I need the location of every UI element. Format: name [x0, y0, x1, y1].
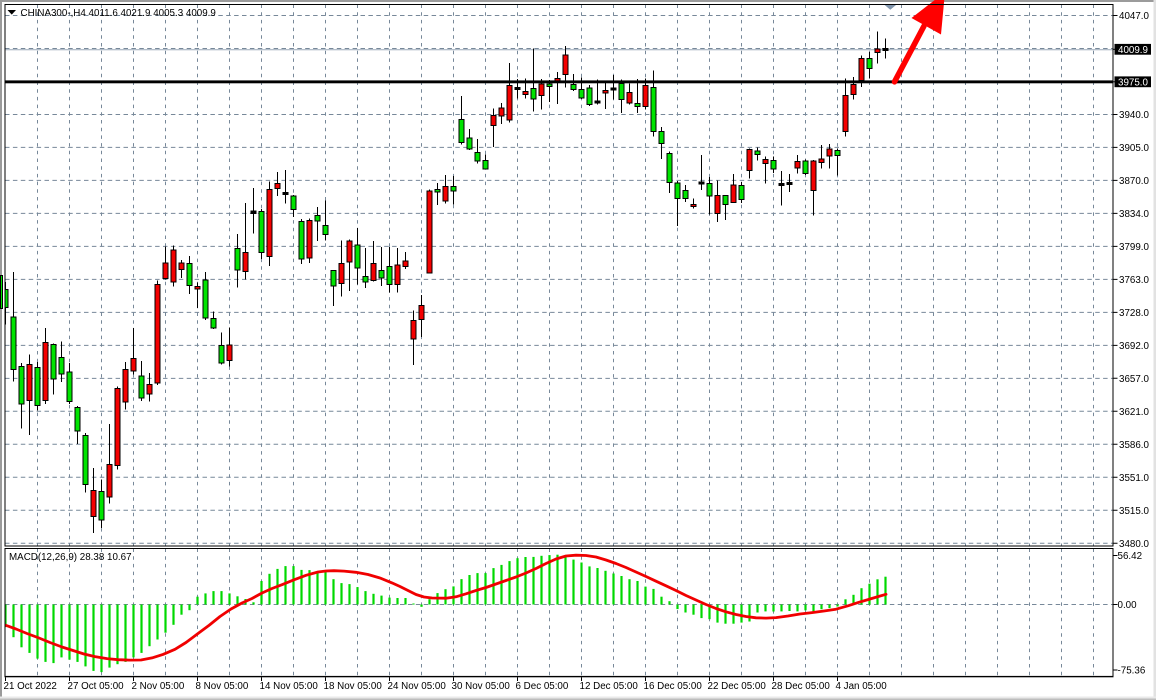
svg-text:30 Nov 05:00: 30 Nov 05:00	[452, 681, 511, 692]
svg-text:28 Dec 05:00: 28 Dec 05:00	[772, 681, 831, 692]
svg-text:3799.0: 3799.0	[1119, 242, 1150, 253]
svg-text:21 Oct 2022: 21 Oct 2022	[4, 681, 57, 692]
svg-text:3940.0: 3940.0	[1119, 110, 1150, 121]
svg-text:3692.0: 3692.0	[1119, 341, 1150, 352]
svg-text:-75.36: -75.36	[1118, 666, 1146, 677]
svg-text:3728.0: 3728.0	[1119, 308, 1150, 319]
svg-text:27 Oct 05:00: 27 Oct 05:00	[68, 681, 125, 692]
svg-text:3515.0: 3515.0	[1119, 506, 1150, 517]
svg-text:22 Dec 05:00: 22 Dec 05:00	[708, 681, 767, 692]
svg-text:4009.9: 4009.9	[1118, 45, 1148, 56]
svg-text:4 Jan 05:00: 4 Jan 05:00	[836, 681, 888, 692]
svg-text:12 Dec 05:00: 12 Dec 05:00	[580, 681, 639, 692]
svg-text:MACD(12,26,9) 28.38 10.67: MACD(12,26,9) 28.38 10.67	[9, 552, 132, 563]
svg-text:3657.0: 3657.0	[1119, 374, 1150, 385]
svg-text:56.42: 56.42	[1118, 551, 1143, 562]
svg-text:3586.0: 3586.0	[1119, 440, 1150, 451]
svg-text:4047.0: 4047.0	[1119, 11, 1150, 22]
svg-text:3905.0: 3905.0	[1119, 143, 1150, 154]
svg-text:18 Nov 05:00: 18 Nov 05:00	[324, 681, 383, 692]
svg-text:CHINA300-,H4 4011.6 4021.9 40: CHINA300-,H4 4011.6 4021.9 4005.3 4009.9	[21, 8, 216, 19]
svg-text:3870.0: 3870.0	[1119, 176, 1150, 187]
svg-text:3975.0: 3975.0	[1118, 77, 1149, 88]
svg-text:3834.0: 3834.0	[1119, 209, 1150, 220]
svg-text:24 Nov 05:00: 24 Nov 05:00	[388, 681, 447, 692]
svg-text:14 Nov 05:00: 14 Nov 05:00	[260, 681, 319, 692]
svg-text:2 Nov 05:00: 2 Nov 05:00	[132, 681, 185, 692]
svg-text:0.00: 0.00	[1118, 600, 1138, 611]
svg-text:3763.0: 3763.0	[1119, 275, 1150, 286]
svg-text:6 Dec 05:00: 6 Dec 05:00	[516, 681, 569, 692]
svg-text:16 Dec 05:00: 16 Dec 05:00	[644, 681, 703, 692]
svg-text:8 Nov 05:00: 8 Nov 05:00	[196, 681, 249, 692]
svg-text:3621.0: 3621.0	[1119, 407, 1150, 418]
svg-text:3480.0: 3480.0	[1119, 539, 1150, 550]
svg-text:3551.0: 3551.0	[1119, 473, 1150, 484]
